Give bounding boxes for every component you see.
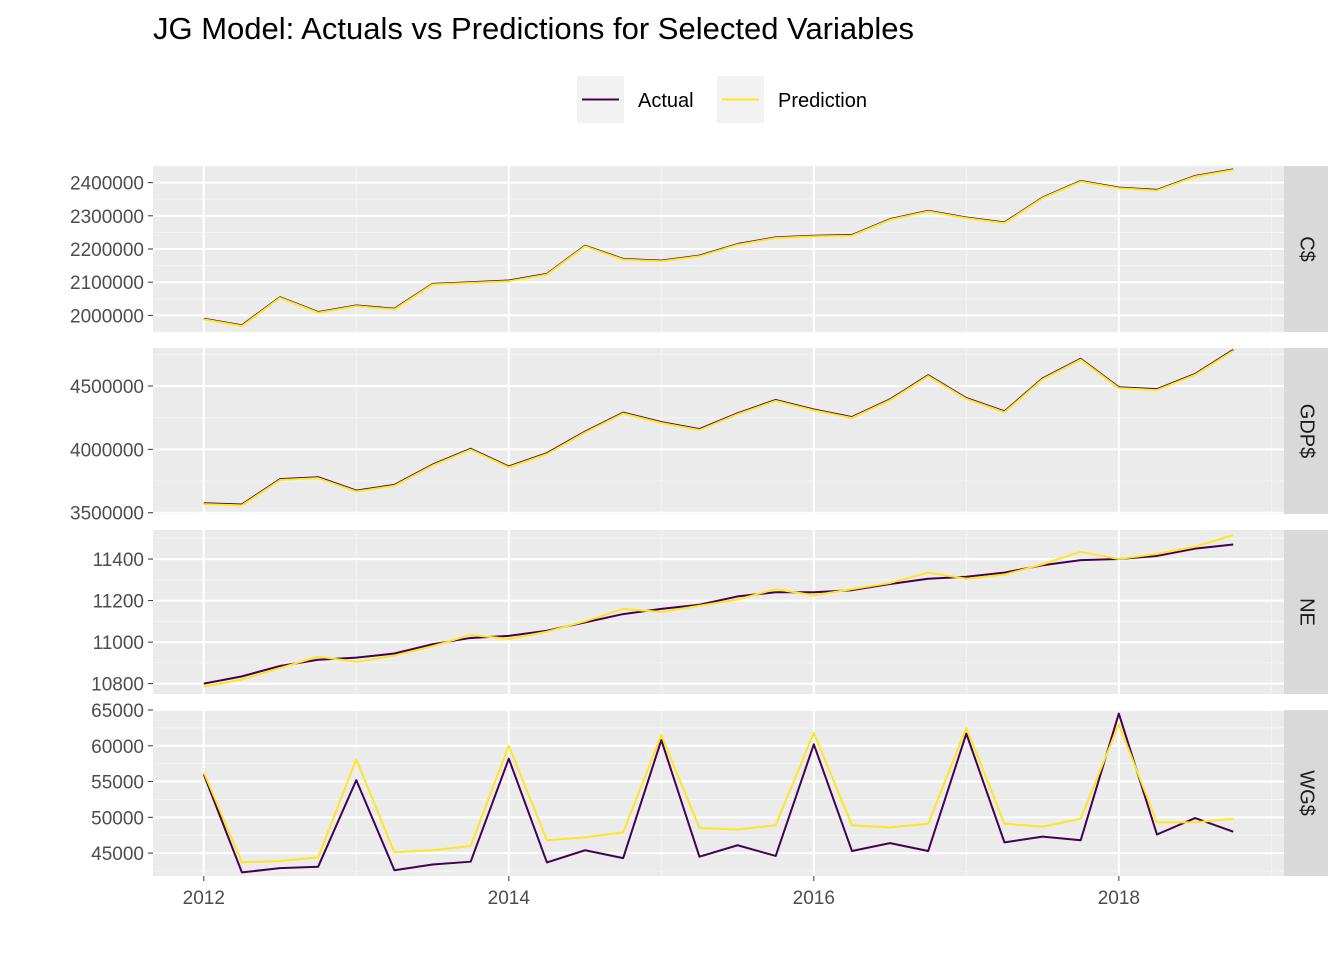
y-tick-label: 4500000 <box>70 377 144 398</box>
x-tick-label: 2014 <box>488 888 531 909</box>
y-tick-label: 11000 <box>93 633 144 654</box>
panel-ne: 10800 11000 11200 11400 NE <box>91 530 1328 696</box>
facet-strip <box>1284 166 1328 332</box>
panel-gdp: 3500000 4000000 4500000 GDP$ <box>70 348 1328 525</box>
legend: Actual Prediction <box>577 76 867 123</box>
y-tick-label: 2000000 <box>70 306 144 327</box>
y-tick-label: 4000000 <box>70 440 144 461</box>
series-line-actual <box>203 543 1234 685</box>
x-tick-label: 2012 <box>183 888 225 909</box>
facet-strip <box>1284 530 1328 694</box>
y-tick-label: 2300000 <box>70 207 144 228</box>
legend-label-prediction: Prediction <box>778 90 867 112</box>
chart-title: JG Model: Actuals vs Predictions for Sel… <box>153 11 914 46</box>
facet-strip-label: GDP$ <box>1296 404 1318 458</box>
x-axis: 2012 2014 2016 2018 <box>183 876 1140 909</box>
y-tick-label: 10800 <box>91 675 144 696</box>
y-tick-label: 45000 <box>91 844 144 865</box>
y-tick-label: 2100000 <box>70 273 144 294</box>
panel-wg: 45000 50000 55000 60000 65000 WG$ <box>91 701 1328 876</box>
panel-background <box>153 348 1284 514</box>
y-tick-label: 3500000 <box>70 504 144 525</box>
y-tick-label: 65000 <box>91 701 144 722</box>
facet-strip-label: NE <box>1296 598 1318 626</box>
y-tick-label: 55000 <box>91 773 144 794</box>
series-line-prediction <box>203 349 1234 507</box>
x-tick-label: 2018 <box>1098 888 1140 909</box>
y-tick-label: 2200000 <box>70 240 144 261</box>
y-tick-label: 11200 <box>93 592 144 613</box>
panel-c: 2000000 2100000 2200000 2300000 2400000 C$ <box>70 165 1328 333</box>
series-line-prediction <box>202 723 1234 864</box>
facet-strip-label: WG$ <box>1296 770 1318 816</box>
facet-strip <box>1284 710 1328 876</box>
series-line-prediction <box>203 534 1234 688</box>
x-tick-label: 2016 <box>793 888 835 909</box>
y-tick-label: 2400000 <box>70 174 144 195</box>
series-line-actual <box>202 712 1234 874</box>
series-line-prediction <box>203 168 1234 328</box>
facet-panels: 2000000 2100000 2200000 2300000 2400000 C$ 350… <box>70 165 1328 876</box>
facet-strip <box>1284 348 1328 514</box>
y-tick-label: 50000 <box>91 808 144 829</box>
panel-background <box>153 530 1284 694</box>
facet-strip-label: C$ <box>1296 236 1318 262</box>
y-tick-label: 11400 <box>93 550 144 571</box>
y-tick-label: 60000 <box>91 737 144 758</box>
legend-label-actual: Actual <box>638 90 694 112</box>
